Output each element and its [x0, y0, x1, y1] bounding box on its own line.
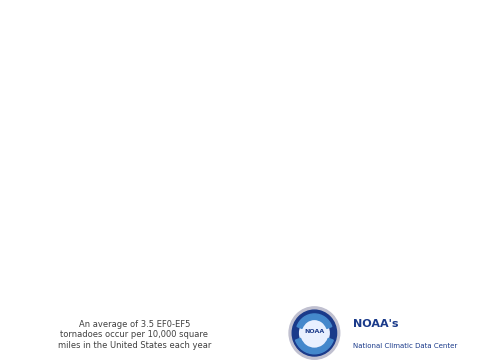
Text: An average of 3.5 EF0-EF5
tornadoes occur per 10,000 square
miles in the United : An average of 3.5 EF0-EF5 tornadoes occu…: [58, 320, 211, 350]
Wedge shape: [296, 338, 333, 354]
Circle shape: [289, 307, 340, 359]
Circle shape: [292, 310, 336, 356]
Text: NOAA: NOAA: [304, 329, 324, 335]
Text: NOAA's: NOAA's: [353, 319, 398, 329]
Text: National Climatic Data Center: National Climatic Data Center: [353, 343, 457, 349]
Wedge shape: [297, 314, 332, 328]
Circle shape: [300, 318, 329, 348]
